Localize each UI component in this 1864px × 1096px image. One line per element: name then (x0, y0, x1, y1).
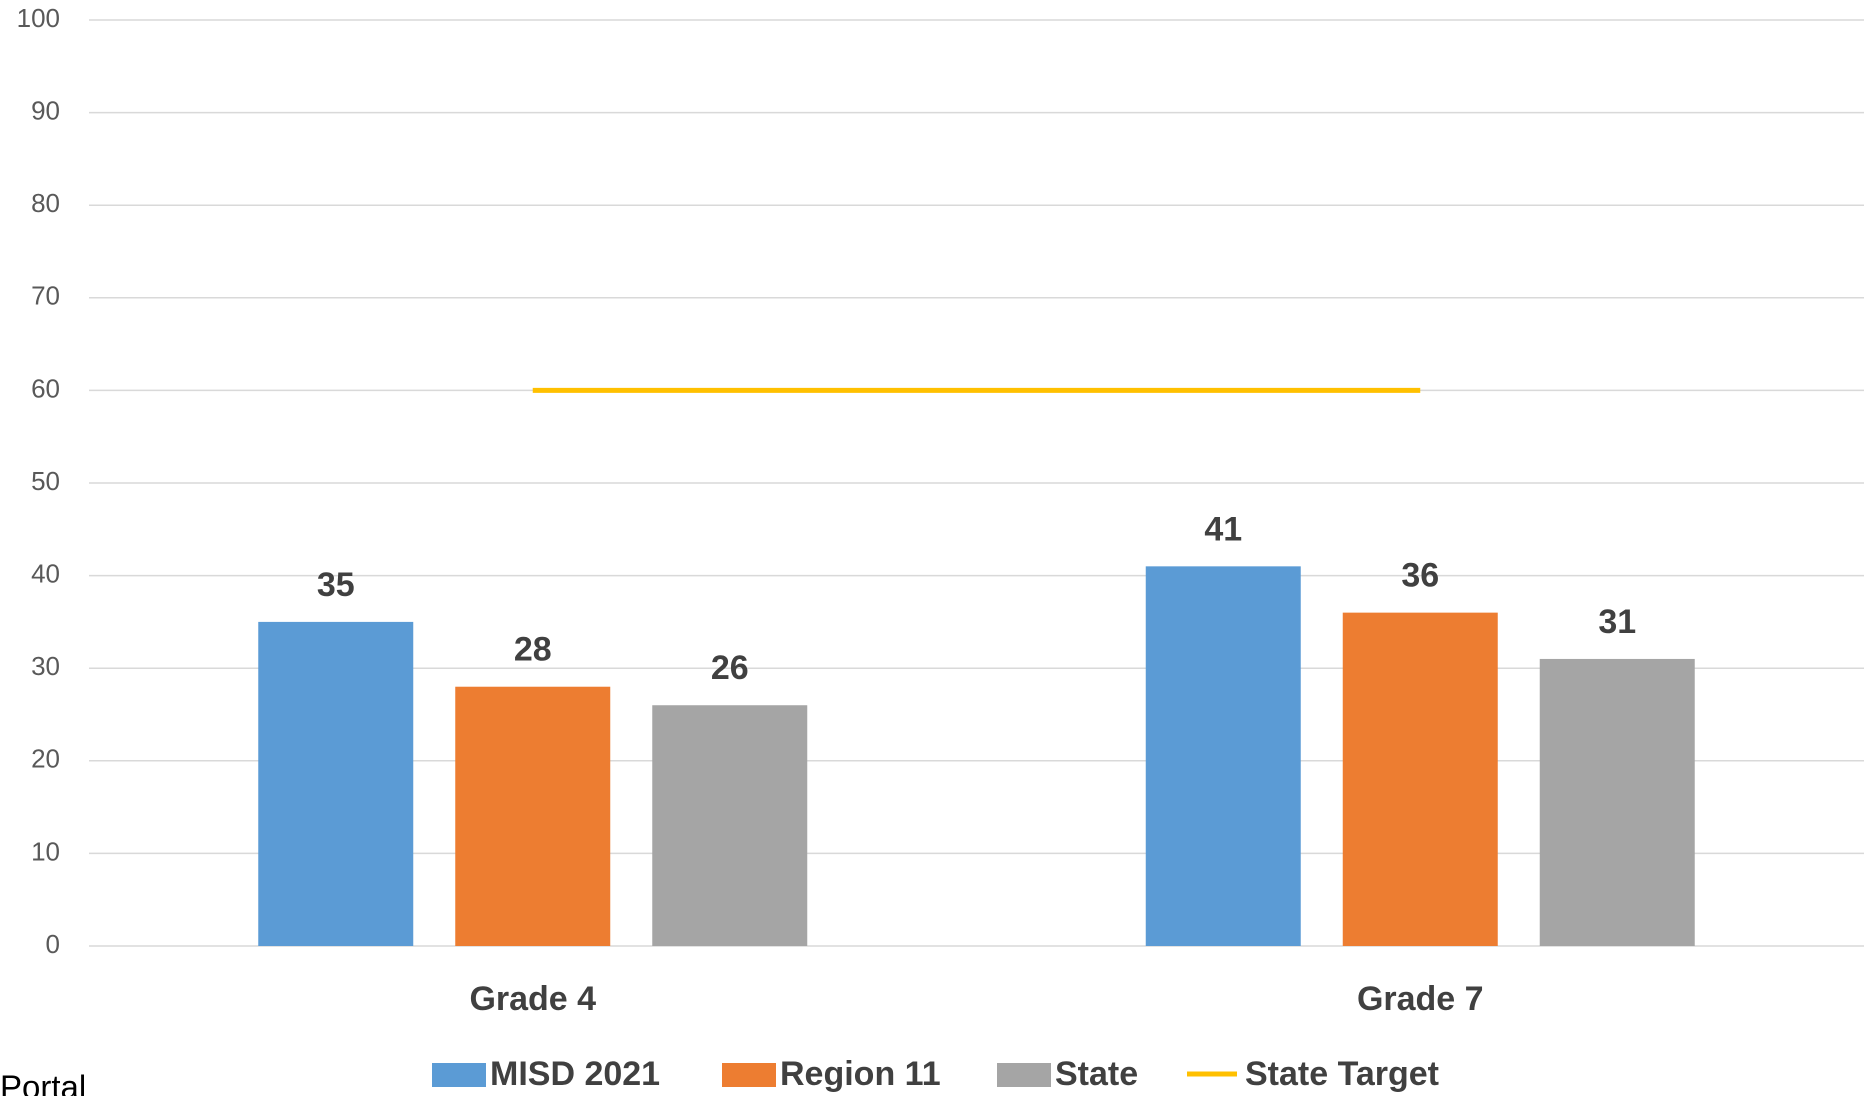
data-label: 31 (1598, 603, 1636, 641)
bar (1539, 658, 1695, 946)
y-tick-label: 30 (31, 651, 60, 681)
legend-label: MISD 2021 (490, 1055, 660, 1093)
y-tick-label: 60 (31, 373, 60, 403)
x-tick-label: Grade 4 (469, 980, 596, 1018)
y-tick-label: 90 (31, 95, 60, 125)
footer-text: Portal (0, 1069, 86, 1096)
data-label: 28 (514, 631, 552, 669)
bar (1145, 566, 1301, 946)
y-tick-label: 10 (31, 836, 60, 866)
data-label: 35 (317, 566, 355, 604)
y-tick-label: 40 (31, 558, 60, 588)
data-label: 41 (1204, 510, 1242, 548)
data-label: 36 (1401, 557, 1439, 595)
y-tick-label: 0 (46, 929, 60, 959)
y-tick-label: 70 (31, 281, 60, 311)
x-tick-label: Grade 7 (1357, 980, 1484, 1018)
bar (455, 686, 611, 946)
legend-label: State (1055, 1055, 1138, 1093)
y-tick-label: 20 (31, 744, 60, 774)
bar (652, 705, 808, 946)
legend-swatch (432, 1063, 486, 1087)
data-label: 26 (711, 649, 749, 687)
y-tick-label: 50 (31, 466, 60, 496)
legend-swatch (722, 1063, 776, 1087)
bar (1342, 612, 1498, 946)
y-tick-label: 80 (31, 188, 60, 218)
legend-swatch (997, 1063, 1051, 1087)
bar (258, 621, 414, 946)
y-tick-label: 100 (17, 3, 60, 33)
legend-label: State Target (1245, 1055, 1439, 1093)
legend-label: Region 11 (780, 1055, 941, 1093)
